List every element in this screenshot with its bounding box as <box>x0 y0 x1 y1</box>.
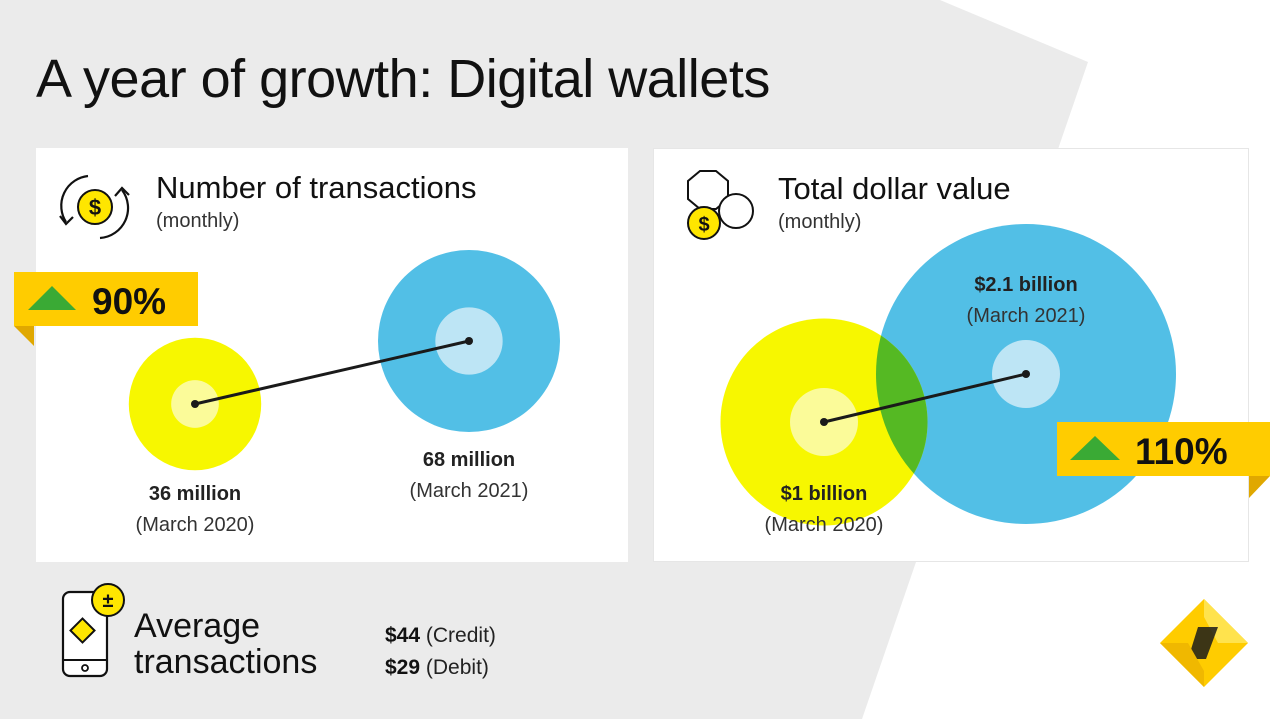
transactions-panel: $ Number of transactions (monthly) <box>36 148 628 562</box>
svg-text:$: $ <box>698 214 709 236</box>
center-dot-march-2021-value <box>1022 370 1030 378</box>
value-label-2-1-billion: $2.1 billion <box>974 274 1077 296</box>
credit-label: (Credit) <box>425 624 496 647</box>
value-label-1-billion: $1 billion <box>781 483 868 505</box>
credit-amount: $44 <box>385 624 421 647</box>
debit-label: (Debit) <box>425 656 489 679</box>
page-title: A year of growth: Digital wallets <box>36 49 770 109</box>
svg-text:$: $ <box>89 195 101 220</box>
debit-amount: $29 <box>385 656 421 679</box>
change-value-transactions: 90% <box>92 281 166 322</box>
average-transactions-label: Average transactions <box>134 608 317 680</box>
coins-icon: $ <box>687 170 754 240</box>
average-values: $44 (Credit) $29 (Debit) <box>385 620 496 684</box>
date-label-march-2021-value: (March 2021) <box>967 305 1086 327</box>
average-label-line1: Average <box>134 607 261 645</box>
up-arrow-icon <box>1070 436 1120 460</box>
change-badge-transactions: 90% <box>14 272 198 346</box>
dollar-cycle-icon: $ <box>59 174 130 240</box>
phone-plus-minus-icon: ± <box>61 583 125 678</box>
dollar-value-title: Total dollar value <box>778 171 1011 206</box>
date-label-march-2021-transactions: (March 2021) <box>410 480 529 502</box>
connector-line-transactions <box>194 339 470 406</box>
dollar-value-subtitle: (monthly) <box>778 211 862 233</box>
debit-average: $29 (Debit) <box>385 652 496 684</box>
up-arrow-icon <box>28 286 76 310</box>
date-label-march-2020-value: (March 2020) <box>765 514 884 536</box>
transactions-subtitle: (monthly) <box>156 210 240 232</box>
value-label-68-million: 68 million <box>423 449 515 471</box>
value-label-36-million: 36 million <box>149 483 241 505</box>
average-label-line2: transactions <box>134 643 318 681</box>
connector-line-value <box>823 372 1027 424</box>
center-dot-march-2020-value <box>820 418 828 426</box>
center-dot-march-2021-transactions <box>465 337 473 345</box>
change-badge-value: 110% <box>1057 422 1270 498</box>
center-dot-march-2020-transactions <box>191 400 199 408</box>
svg-text:±: ± <box>103 590 114 612</box>
credit-average: $44 (Credit) <box>385 620 496 652</box>
bank-diamond-logo <box>1160 599 1248 687</box>
change-value-dollar: 110% <box>1135 431 1228 472</box>
date-label-march-2020-transactions: (March 2020) <box>136 514 255 536</box>
transactions-title: Number of transactions <box>156 170 477 205</box>
